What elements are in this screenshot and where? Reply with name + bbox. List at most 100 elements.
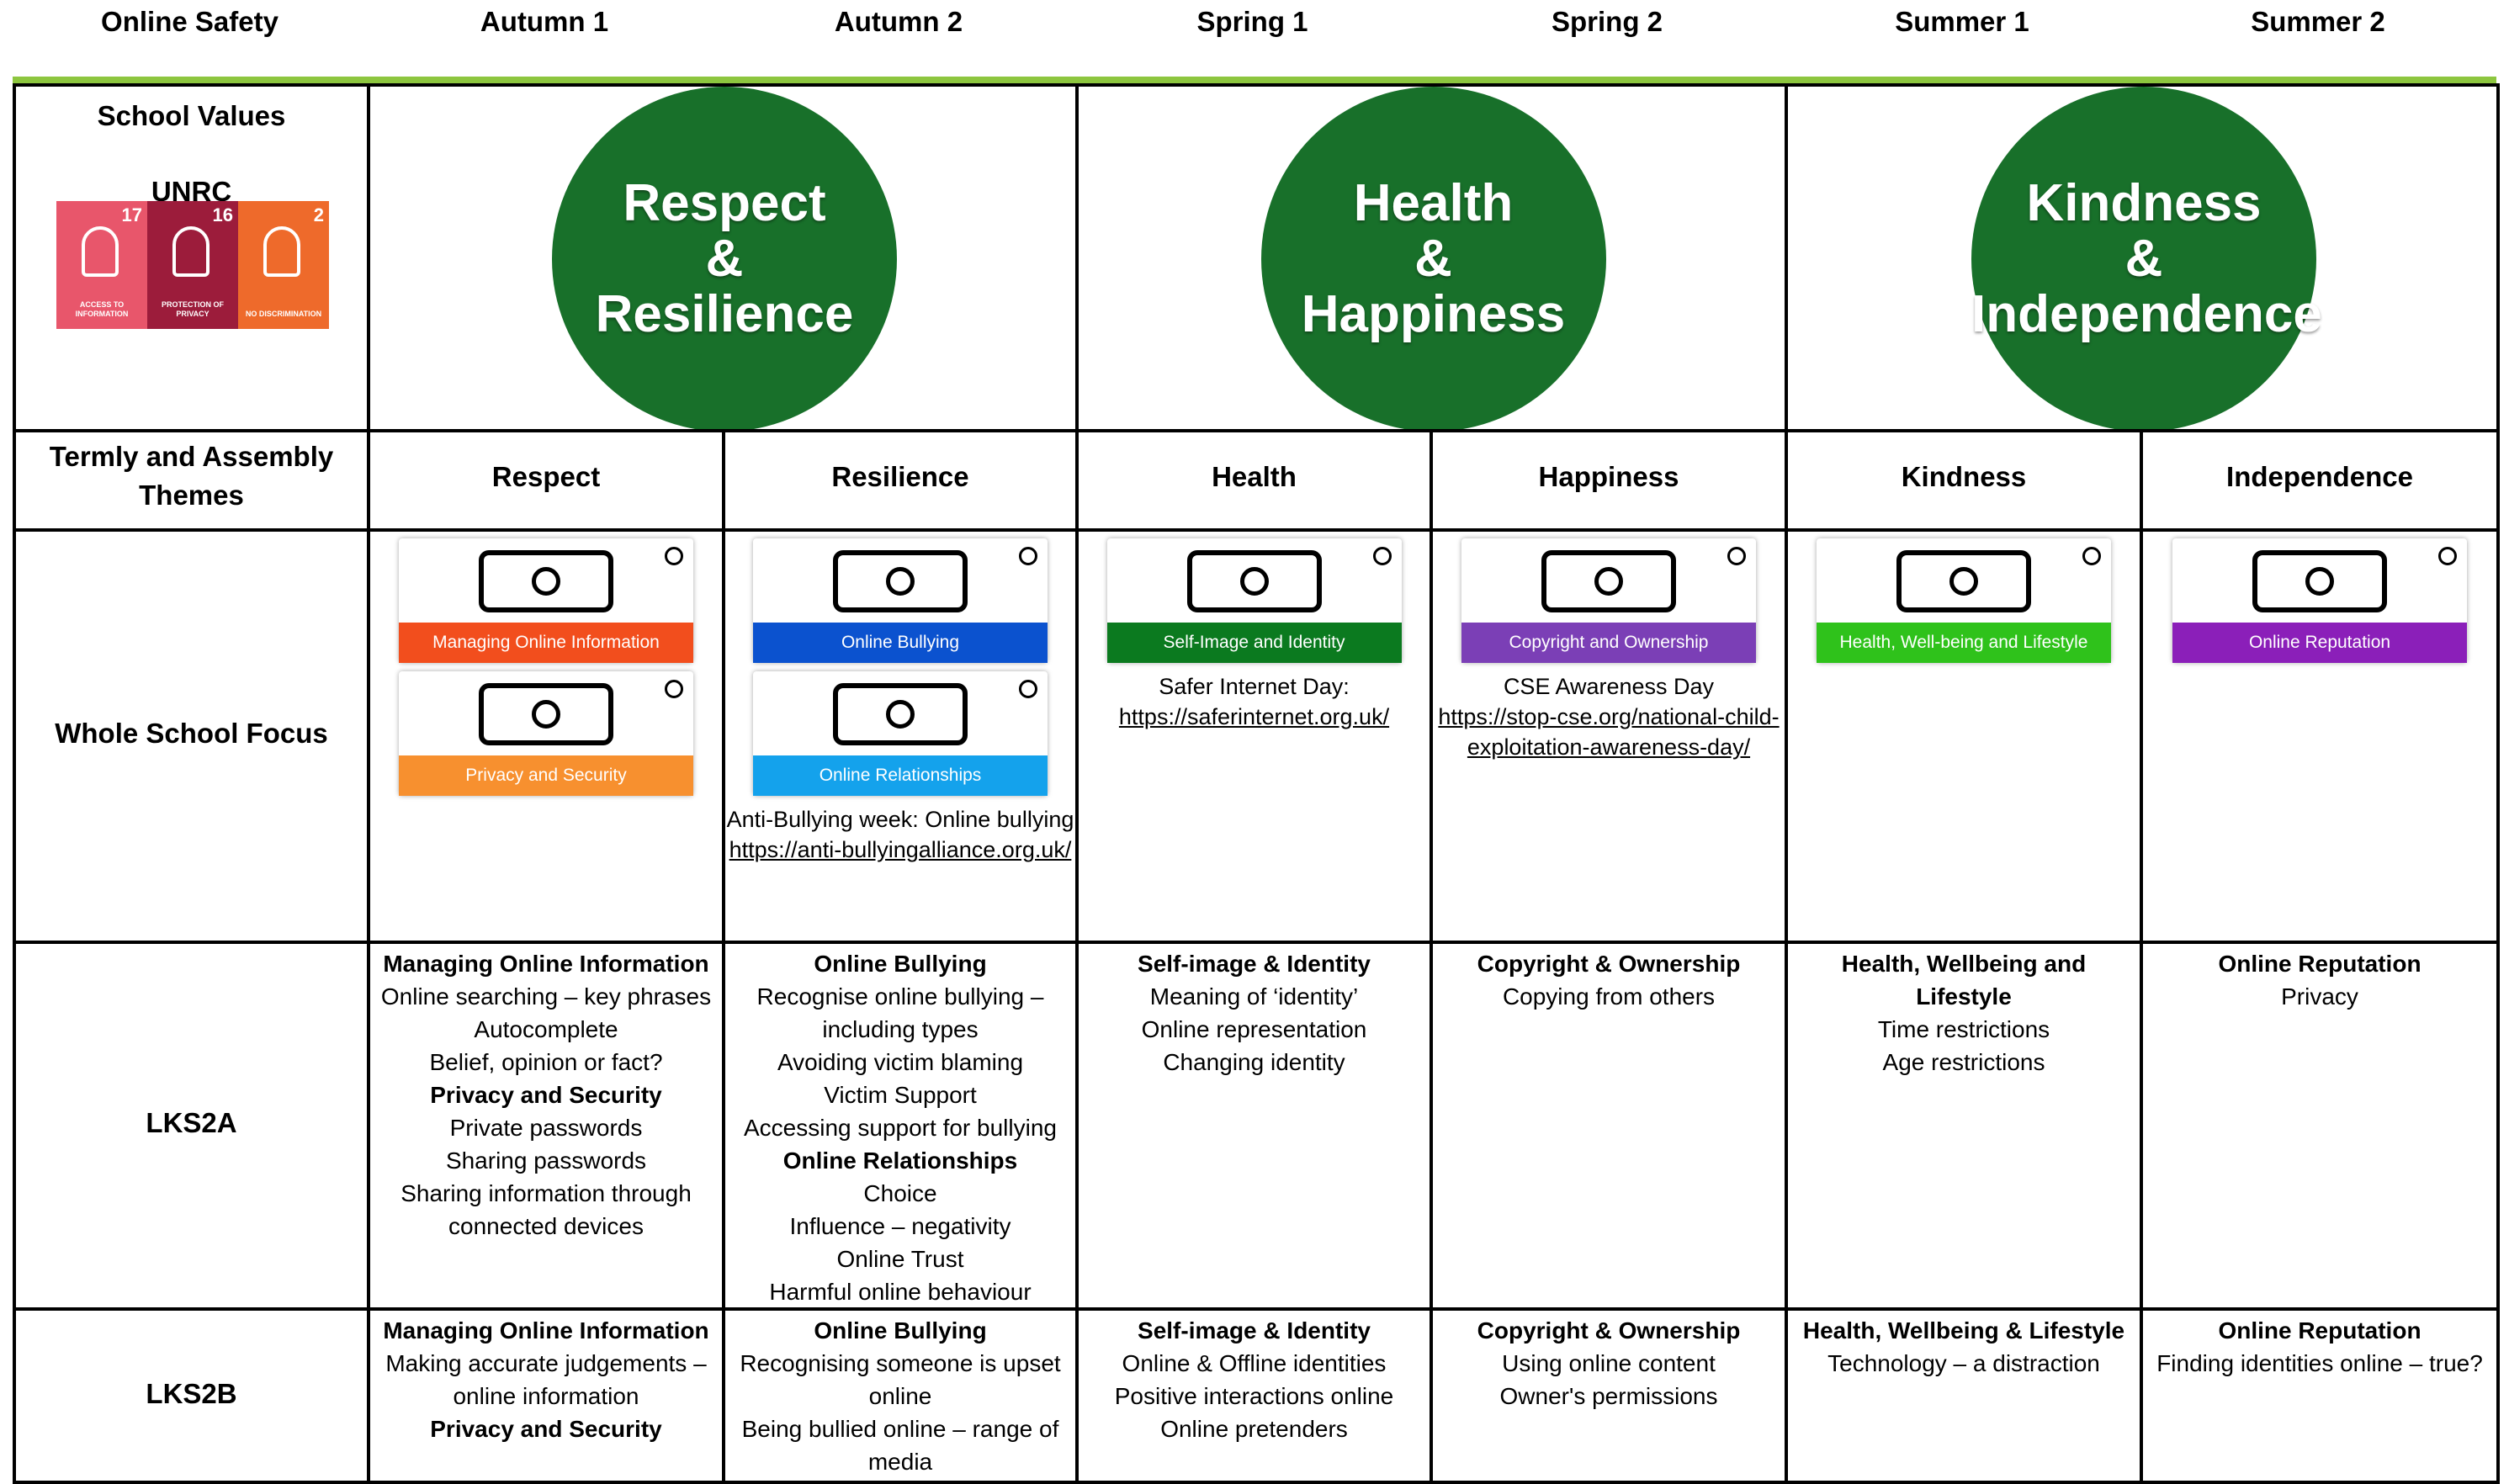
- info-icon: [2438, 547, 2457, 565]
- section-heading: Managing Online Information: [383, 951, 709, 977]
- badge-icon: [82, 226, 119, 277]
- info-icon: [1727, 547, 1746, 565]
- card-icon-area: [399, 538, 693, 623]
- value-text: &: [2124, 230, 2163, 288]
- value-text: Resilience: [595, 285, 854, 343]
- section-heading: Self-image & Identity: [1138, 1317, 1371, 1344]
- phone-glyph: [1594, 567, 1623, 596]
- section-heading: Online Reputation: [2218, 1317, 2421, 1344]
- topic-card: Online Reputation: [2172, 538, 2467, 663]
- content: Online Reputation Privacy: [2143, 944, 2496, 1013]
- section-item: Private passwords: [449, 1115, 643, 1141]
- value-circle: Respect & Resilience: [552, 87, 897, 429]
- content-cell: Managing Online Information Making accura…: [367, 1307, 725, 1484]
- info-icon: [1019, 680, 1037, 698]
- content: Copyright & Ownership Copying from others: [1433, 944, 1785, 1013]
- badge-number: 16: [212, 204, 233, 225]
- section-item: Online representation: [1141, 1016, 1367, 1042]
- content: Self-image & Identity Online & Offline id…: [1079, 1311, 1430, 1445]
- section-item: Owner's permissions: [1499, 1383, 1718, 1409]
- info-icon: [2082, 547, 2101, 565]
- column-header: Autumn 2: [834, 6, 963, 37]
- section-item: Choice: [863, 1180, 937, 1206]
- card-label: Self-Image and Identity: [1106, 623, 1402, 663]
- theme: Happiness: [1538, 461, 1679, 492]
- theme-cell: Happiness: [1430, 429, 1788, 532]
- themes-label: Termly and Assembly Themes: [49, 441, 334, 511]
- phone-glyph: [532, 700, 560, 729]
- content-cell: Managing Online Information Online search…: [367, 941, 725, 1311]
- value-cell: Health & Happiness: [1075, 83, 1788, 432]
- theme: Respect: [491, 461, 601, 492]
- header-rule: [13, 77, 2496, 83]
- section-item: Autocomplete: [474, 1016, 618, 1042]
- content: Managing Online Information Online search…: [370, 944, 722, 1243]
- card-label: Copyright and Ownership: [1461, 623, 1756, 663]
- focus-cell: Online Bullying Online Relationships Anti-…: [722, 528, 1079, 944]
- section-item: Meaning of ‘identity’: [1149, 983, 1359, 1010]
- topic-card: Self-Image and Identity: [1106, 538, 1402, 663]
- section-item: Online searching – key phrases: [380, 983, 712, 1010]
- phone-icon: [1541, 550, 1676, 612]
- value-cell: Respect & Resilience: [367, 83, 1079, 432]
- info-icon: [1372, 547, 1392, 565]
- note-link[interactable]: https://stop-cse.org/national-child-expl…: [1438, 704, 1780, 760]
- unrc-badge: 17 ACCESS TO INFORMATION: [56, 201, 147, 329]
- badge-text: ACCESS TO INFORMATION: [75, 300, 129, 318]
- card-label: Privacy and Security: [399, 755, 693, 796]
- theme: Independence: [2226, 461, 2413, 492]
- topic-card: Copyright and Ownership: [1461, 538, 1756, 663]
- column-header: Online Safety: [101, 6, 278, 37]
- theme: Kindness: [1901, 461, 2027, 492]
- focus-content: Managing Online Information Privacy and S…: [370, 538, 722, 796]
- section-item: Positive interactions online: [1114, 1383, 1394, 1409]
- content: Health, Wellbeing & Lifestyle Technology …: [1788, 1311, 2140, 1380]
- content-cell: Copyright & Ownership Copying from others: [1430, 941, 1788, 1311]
- phone-glyph: [886, 700, 915, 729]
- value-text: Health: [1353, 174, 1514, 232]
- section-heading: Online Relationships: [782, 1147, 1018, 1174]
- focus-content: Self-Image and Identity Safer Internet Da…: [1079, 538, 1430, 732]
- value-text: &: [705, 230, 744, 288]
- content-cell: Health, Wellbeing and Lifestyle Time rest…: [1785, 941, 2143, 1311]
- value-text: Independence: [1971, 285, 2322, 343]
- focus-content: Online Reputation: [2143, 538, 2496, 663]
- focus-cell: Health, Well-being and Lifestyle: [1785, 528, 2143, 944]
- section-item: Age restrictions: [1882, 1049, 2045, 1075]
- topic-card: Online Bullying: [753, 538, 1048, 663]
- section-heading: Self-image & Identity: [1138, 951, 1371, 977]
- topic-card: Privacy and Security: [399, 671, 693, 796]
- card-icon-area: [399, 671, 693, 755]
- phone-icon: [833, 683, 968, 745]
- year-label-cell: LKS2B: [13, 1307, 370, 1484]
- note-link[interactable]: https://anti-bullyingalliance.org.uk/: [729, 837, 1072, 862]
- topic-card: Health, Well-being and Lifestyle: [1817, 538, 2111, 663]
- unrc-badge: 16 PROTECTION OF PRIVACY: [147, 201, 238, 329]
- content: Self-image & Identity Meaning of ‘identit…: [1079, 944, 1430, 1079]
- badge-icon: [172, 226, 210, 277]
- card-icon-area: [1461, 538, 1756, 623]
- content: Health, Wellbeing and Lifestyle Time rest…: [1788, 944, 2140, 1079]
- focus-cell: Online Reputation: [2140, 528, 2500, 944]
- badge-text: PROTECTION OF PRIVACY: [162, 300, 224, 318]
- theme-cell: Kindness: [1785, 429, 2143, 532]
- content-cell: Self-image & Identity Online & Offline id…: [1075, 1307, 1433, 1484]
- note-link[interactable]: https://saferinternet.org.uk/: [1118, 704, 1390, 729]
- column-header: Summer 1: [1895, 6, 2029, 37]
- focus-content: Health, Well-being and Lifestyle: [1788, 538, 2140, 663]
- note-text: CSE Awareness Day: [1503, 674, 1715, 699]
- section-item: Technology – a distraction: [1827, 1350, 2100, 1376]
- badge-number: 17: [121, 204, 142, 225]
- school-values-cell: School Values UNRC 17 ACCESS TO INFORMATION…: [13, 83, 370, 432]
- content: Online Bullying Recognising someone is up…: [725, 1311, 1075, 1478]
- year-label: LKS2A: [146, 1107, 237, 1138]
- section-item: Privacy: [2281, 983, 2358, 1010]
- school-values-label: School Values: [97, 100, 286, 131]
- value-circle: Health & Happiness: [1260, 87, 1606, 429]
- unrc-badge: 2 NO DISCRIMINATION: [238, 201, 329, 329]
- badge-text: NO DISCRIMINATION: [245, 310, 322, 318]
- section-item: Online Trust: [836, 1246, 964, 1272]
- content-cell: Self-image & Identity Meaning of ‘identit…: [1075, 941, 1433, 1311]
- content: Copyright & Ownership Using online conten…: [1433, 1311, 1785, 1412]
